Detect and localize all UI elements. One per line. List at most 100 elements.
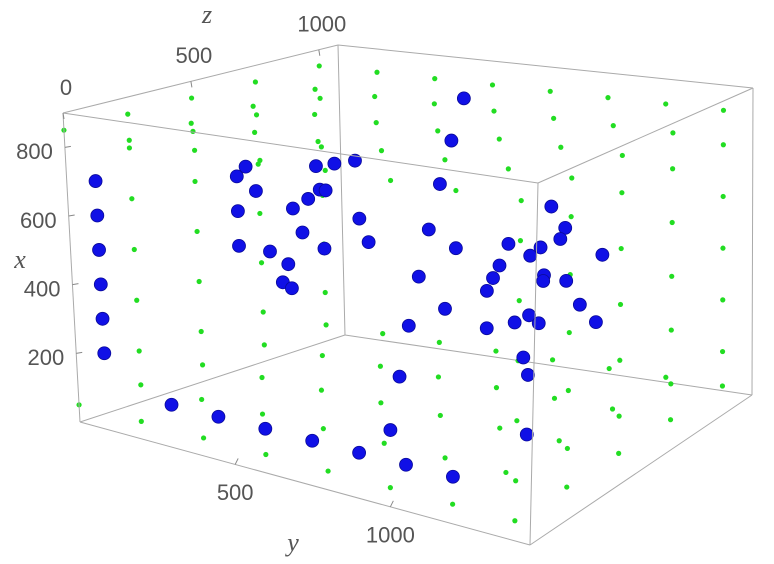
box-edge xyxy=(537,87,754,184)
green-point xyxy=(255,161,261,167)
green-point xyxy=(605,95,611,101)
green-point xyxy=(431,101,437,107)
green-point xyxy=(663,101,669,107)
blue-point xyxy=(516,350,531,365)
green-point xyxy=(719,383,726,389)
green-point xyxy=(450,501,456,507)
blue-point xyxy=(572,297,587,312)
blue-point xyxy=(392,369,407,384)
green-point xyxy=(258,260,265,266)
blue-point xyxy=(285,281,299,296)
green-point xyxy=(373,120,379,126)
x-tick xyxy=(76,351,83,354)
green-point xyxy=(387,177,394,184)
y-tick-label: 500 xyxy=(217,480,254,505)
box-edge xyxy=(529,182,539,546)
y-axis-label: y xyxy=(284,528,299,557)
green-point xyxy=(188,95,195,101)
blue-point xyxy=(348,153,362,168)
blue-point xyxy=(232,238,246,253)
green-point xyxy=(547,88,553,94)
blue-point xyxy=(281,257,296,272)
green-point xyxy=(381,440,387,446)
green-point xyxy=(491,108,497,114)
box-edge xyxy=(337,44,754,89)
green-point xyxy=(618,245,624,252)
green-point xyxy=(663,374,669,380)
green-point xyxy=(493,385,500,391)
green-point xyxy=(261,342,267,348)
green-point xyxy=(616,450,622,456)
green-point xyxy=(565,387,571,394)
green-point xyxy=(720,245,726,251)
x-tick xyxy=(72,283,79,286)
blue-point xyxy=(595,247,610,262)
y-tick xyxy=(389,500,394,508)
green-point xyxy=(138,418,144,424)
blue-point xyxy=(479,321,494,336)
blue-point xyxy=(444,133,459,148)
blue-point xyxy=(97,346,112,361)
blue-point xyxy=(401,318,416,333)
green-point xyxy=(503,469,509,476)
blue-point xyxy=(305,433,320,448)
blue-point xyxy=(327,156,342,171)
blue-point xyxy=(295,225,310,240)
green-point xyxy=(435,374,442,380)
blue-point xyxy=(533,240,548,255)
green-point xyxy=(496,136,502,142)
blue-point xyxy=(479,283,494,298)
green-point xyxy=(259,411,266,417)
blue-point xyxy=(519,427,534,442)
green-point xyxy=(619,152,625,159)
green-point xyxy=(312,86,318,92)
blue-point xyxy=(249,184,263,198)
blue-point xyxy=(438,301,452,316)
green-point xyxy=(125,111,131,117)
blue-point xyxy=(523,248,538,263)
box-edge xyxy=(529,394,753,546)
green-point xyxy=(720,193,726,200)
x-tick-label: 400 xyxy=(24,276,61,301)
green-point xyxy=(325,468,331,474)
green-point xyxy=(372,93,378,100)
blue-point xyxy=(309,159,323,174)
blue-point xyxy=(238,159,253,174)
box-edge xyxy=(62,44,339,114)
green-point xyxy=(315,138,321,145)
green-point xyxy=(609,406,616,412)
green-point xyxy=(669,273,675,279)
green-point xyxy=(260,309,266,315)
green-point xyxy=(126,145,132,151)
green-point xyxy=(616,413,622,419)
green-point xyxy=(518,197,524,204)
blue-point xyxy=(492,258,507,273)
green-point xyxy=(493,348,499,354)
green-point xyxy=(435,128,441,134)
green-point xyxy=(196,278,202,285)
y-tick-label: 1000 xyxy=(366,523,415,548)
green-point xyxy=(551,115,557,121)
x-tick xyxy=(64,145,71,148)
blue-point xyxy=(531,316,546,331)
x-axis-label: x xyxy=(13,245,26,274)
green-point xyxy=(259,374,265,381)
box-edge xyxy=(79,421,531,546)
green-point xyxy=(138,382,144,388)
z-axis-label: z xyxy=(201,0,212,29)
green-point xyxy=(432,76,438,82)
blue-point xyxy=(352,445,367,460)
green-point xyxy=(250,103,256,109)
blue-point xyxy=(589,315,603,329)
green-point xyxy=(617,301,624,308)
green-point xyxy=(564,484,570,490)
green-point xyxy=(669,219,675,226)
green-point xyxy=(516,298,522,304)
green-point xyxy=(131,246,137,253)
green-point xyxy=(606,365,612,372)
green-point xyxy=(558,144,564,150)
green-point xyxy=(442,455,448,461)
box-edge xyxy=(62,112,81,423)
y-tick xyxy=(234,458,239,465)
